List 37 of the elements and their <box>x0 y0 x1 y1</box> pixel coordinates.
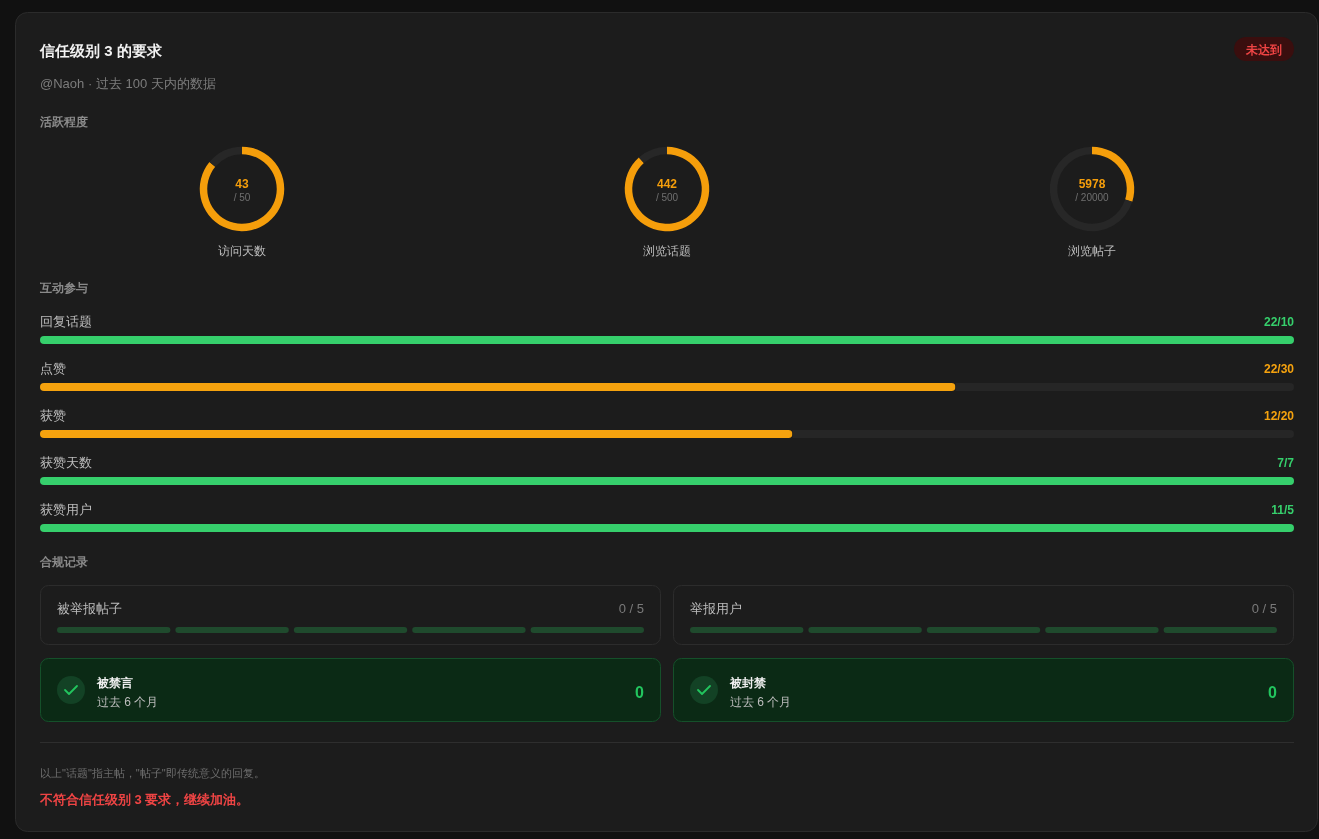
progress-label: 12/20 <box>1263 409 1294 423</box>
record-count: 0 / 5 <box>618 601 644 616</box>
gauge-target: / 50 <box>233 192 251 203</box>
gauge-title: 浏览话题 <box>643 244 691 258</box>
status-title: 被封禁 <box>730 676 766 690</box>
gauge-title: 浏览帖子 <box>1068 244 1116 258</box>
section-title: 互动参与 <box>40 281 88 295</box>
gauge-target: / 500 <box>655 192 679 203</box>
category: 获赞 <box>40 408 66 423</box>
category: 回复话题 <box>40 314 92 329</box>
conclusion: 不符合信任级别 3 要求，继续加油。 <box>40 792 250 807</box>
status-subtitle: 过去 6 个月 <box>97 695 159 709</box>
gauge-target: / 20000 <box>1075 192 1109 203</box>
value-label: 5978 <box>1078 177 1106 191</box>
category: 获赞天数 <box>40 455 92 470</box>
status-subtitle: 过去 6 个月 <box>730 695 792 709</box>
note: 以上"话题"指主帖，"帖子"即传统意义的回复。 <box>40 767 265 779</box>
subtitle: @Naoh · 过去 100 天内的数据 <box>40 76 216 91</box>
category: 获赞用户 <box>40 502 92 517</box>
section-title: 活跃程度 <box>40 115 88 129</box>
record-count: 0 / 5 <box>1251 601 1277 616</box>
section-title: 合规记录 <box>40 555 88 569</box>
category: 点赞 <box>40 361 66 376</box>
status-value: 0 <box>1268 684 1277 701</box>
record-title: 举报用户 <box>690 601 742 616</box>
status-value: 0 <box>635 684 644 701</box>
progress-label: 22/30 <box>1263 362 1294 376</box>
progress-label: 22/10 <box>1263 315 1294 329</box>
record-title: 被举报帖子 <box>57 601 122 616</box>
gauge-title: 访问天数 <box>218 244 266 258</box>
progress-label: 11/5 <box>1271 503 1294 517</box>
value-label: 442 <box>657 177 677 191</box>
title: 信任级别 3 的要求 <box>40 42 162 59</box>
progress-label: 7/7 <box>1277 456 1294 470</box>
value-label: 43 <box>235 177 249 191</box>
status-title: 被禁言 <box>97 676 133 690</box>
label: 未达到 <box>1246 43 1282 57</box>
